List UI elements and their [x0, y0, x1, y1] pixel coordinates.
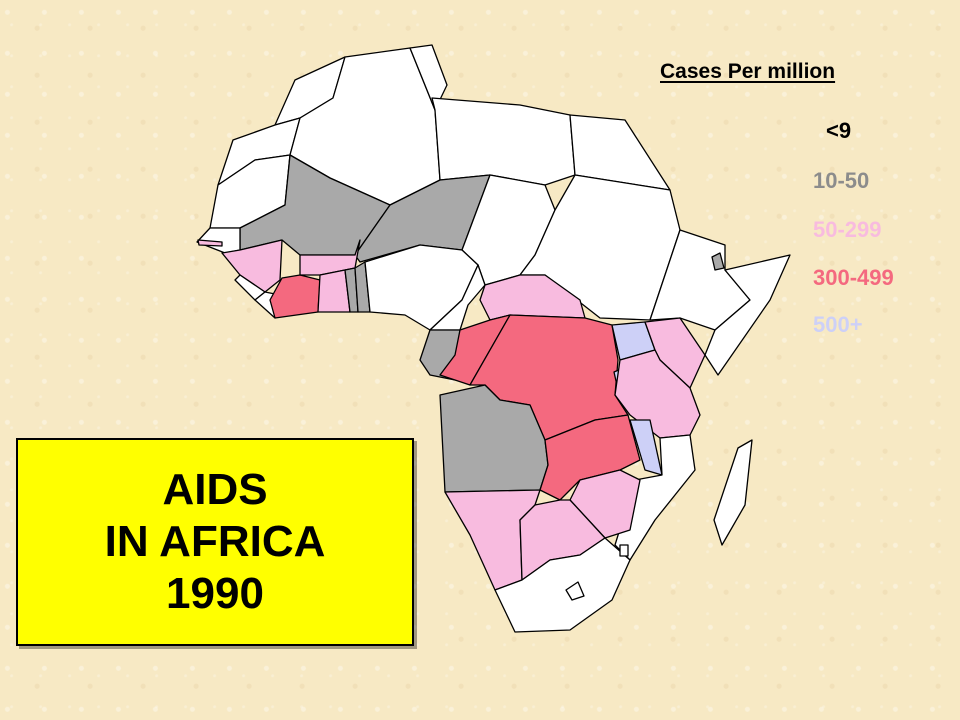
country-madagascar	[713, 439, 753, 546]
country-gambia	[197, 239, 223, 247]
country-tunisia	[409, 44, 448, 111]
title-line-year: 1990	[166, 569, 264, 618]
title-line-in-africa: IN AFRICA	[104, 517, 326, 566]
title-box: AIDS IN AFRICA 1990	[16, 438, 414, 646]
country-libya	[431, 97, 576, 186]
country-swaziland	[619, 544, 629, 557]
legend-item-10-50: 10-50	[813, 168, 870, 193]
legend-item-500-plus: 500+	[813, 312, 863, 337]
legend-item-50-299: 50-299	[813, 217, 882, 242]
legend-item-under-9: <9	[826, 118, 852, 143]
legend-title: Cases Per million	[660, 60, 836, 83]
country-south-africa	[494, 537, 631, 633]
country-lesotho	[565, 581, 585, 601]
country-mali	[239, 154, 391, 256]
country-somalia	[704, 254, 791, 376]
legend-item-300-499: 300-499	[813, 265, 894, 290]
title-line-aids: AIDS	[162, 465, 268, 514]
country-tanzania	[614, 349, 701, 439]
country-djibouti	[711, 252, 725, 271]
